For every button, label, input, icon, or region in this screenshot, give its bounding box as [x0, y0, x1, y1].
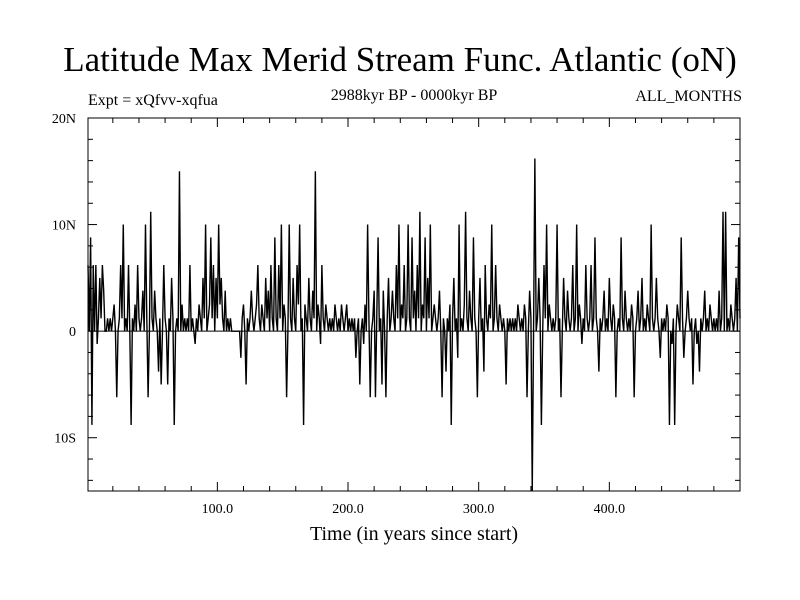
x-axis-label: Time (in years since start): [309, 523, 519, 545]
x-tick-label: 100.0: [202, 502, 234, 517]
chart-title: Latitude Max Merid Stream Func. Atlantic…: [63, 40, 737, 79]
experiment-label: Expt = xQfvv-xqfua: [88, 92, 218, 109]
x-tick-label: 300.0: [463, 502, 495, 517]
y-tick-label: 10N: [52, 219, 76, 234]
series-line: [87, 158, 741, 492]
y-tick-label: 20N: [52, 112, 76, 127]
months-label: ALL_MONTHS: [635, 88, 742, 105]
x-tick-label: 400.0: [594, 502, 626, 517]
period-label: 2988kyr BP - 0000kyr BP: [330, 87, 498, 104]
x-tick-label: 200.0: [332, 502, 364, 517]
y-tick-label: 10S: [54, 432, 76, 447]
plot-area: 100.0 200.0 300.0 400.0 10S 0 10N 20N: [52, 112, 741, 517]
y-tick-label: 0: [69, 325, 76, 340]
